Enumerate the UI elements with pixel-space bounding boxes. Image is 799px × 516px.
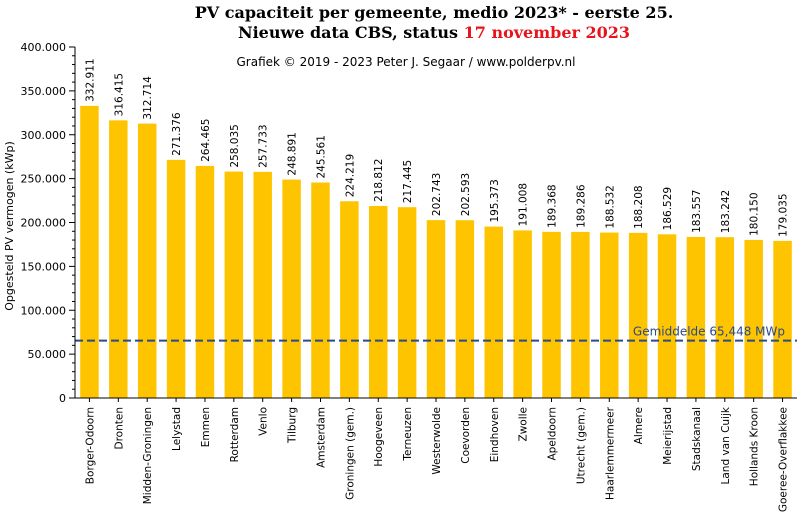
bar <box>253 171 272 398</box>
bar-value-label: 264.465 <box>200 119 212 162</box>
y-tick-label: 100.000 <box>21 304 67 317</box>
x-category-label: Emmen <box>200 407 212 447</box>
x-category-label: Dronten <box>113 407 125 449</box>
bar-value-label: 180.150 <box>749 192 761 235</box>
x-category-label: Meierijstad <box>662 407 674 465</box>
y-tick-label: 150.000 <box>21 260 67 273</box>
x-category-label: Tilburg <box>287 407 299 444</box>
y-axis-label: Opgesteld PV vermogen (kWp) <box>3 141 16 310</box>
bar <box>686 236 706 398</box>
bar-value-label: 183.242 <box>720 190 732 233</box>
bar-value-label: 218.812 <box>373 159 385 202</box>
x-category-label: Eindhoven <box>489 407 501 462</box>
x-category-label: Hollands Kroon <box>749 407 761 486</box>
bar-value-label: 202.743 <box>431 173 443 216</box>
bar-value-label: 188.532 <box>604 185 616 228</box>
y-tick-label: 250.000 <box>21 173 67 186</box>
bar-value-label: 183.557 <box>691 190 703 233</box>
y-tick-label: 400.000 <box>21 41 67 54</box>
bar-value-label: 191.008 <box>518 183 530 226</box>
chart-title-line2: Nieuwe data CBS, status 17 november 2023 <box>238 23 630 42</box>
chart-credit: Grafiek © 2019 - 2023 Peter J. Segaar / … <box>236 55 575 69</box>
x-category-label: Lelystad <box>171 407 183 451</box>
y-tick-label: 200.000 <box>21 217 67 230</box>
bar <box>542 231 561 398</box>
x-category-label: Stadskanaal <box>691 407 703 471</box>
bar-value-label: 189.286 <box>575 184 587 228</box>
bar-value-label: 271.376 <box>171 112 183 156</box>
bar-value-label: 188.208 <box>633 185 645 228</box>
x-category-label: Coevorden <box>460 407 472 464</box>
x-category-label: Rotterdam <box>229 407 241 462</box>
bar-value-label: 312.714 <box>142 76 154 120</box>
bar <box>109 120 128 399</box>
bar <box>340 201 359 398</box>
bar-value-label: 189.368 <box>547 184 559 227</box>
bar <box>368 205 388 398</box>
x-category-label: Haarlemmermeer <box>604 406 616 500</box>
bar-value-label: 245.561 <box>315 135 327 178</box>
bar <box>744 239 763 398</box>
x-category-label: Westerwolde <box>431 407 443 475</box>
x-category-label: Zwolle <box>518 407 530 442</box>
bar <box>224 171 244 398</box>
x-category-label: Terneuzen <box>402 407 414 462</box>
average-label: Gemiddelde 65,448 MWp <box>633 325 785 339</box>
y-tick-label: 300.000 <box>21 129 67 142</box>
x-category-label: Land van Cuijk <box>720 406 732 484</box>
bar-value-label: 316.415 <box>113 73 125 116</box>
y-tick-label: 50.000 <box>28 348 67 361</box>
y-tick-label: 350.000 <box>21 85 67 98</box>
x-category-label: Venlo <box>258 407 270 436</box>
x-category-label: Borger-Odoorn <box>84 407 96 484</box>
bar-value-label: 202.593 <box>460 173 472 216</box>
bar-value-label: 257.733 <box>258 124 270 167</box>
bar <box>657 234 677 398</box>
plot-area: 0 50.000 100.000 150.000 200.000 250.000 300.0… <box>21 41 797 512</box>
bar <box>311 182 330 398</box>
chart-title-prefix: Nieuwe data CBS, status <box>238 23 464 42</box>
chart-title-line1: PV capaciteit per gemeente, medio 2023* … <box>195 3 674 22</box>
bar <box>628 232 648 398</box>
x-category-label: Amsterdam <box>315 407 327 468</box>
bar-value-label: 224.219 <box>344 154 356 197</box>
x-category-label: Goeree-Overflakkee <box>778 407 790 512</box>
x-category-label: Hoogeveen <box>373 407 385 467</box>
y-tick-label: 0 <box>59 392 66 405</box>
x-category-label: Apeldoorn <box>547 407 559 461</box>
bar-value-label: 186.529 <box>662 187 674 230</box>
chart-title-date: 17 november 2023 <box>464 23 630 42</box>
bar <box>773 240 792 398</box>
bar <box>397 207 417 398</box>
x-category-label: Utrecht (gem.) <box>575 407 587 484</box>
x-category-label: Groningen (gem.) <box>344 407 356 500</box>
bar <box>80 105 99 398</box>
bar <box>484 226 504 398</box>
x-category-label: Almere <box>633 407 645 444</box>
bar-value-label: 332.911 <box>84 58 96 101</box>
bar-value-label: 195.373 <box>489 179 501 222</box>
bar <box>513 230 532 398</box>
bar-value-label: 217.445 <box>402 160 414 203</box>
bar <box>282 179 301 398</box>
bar <box>426 220 446 398</box>
bar <box>455 220 475 398</box>
bar <box>571 231 590 398</box>
bar-value-label: 248.891 <box>287 132 299 175</box>
bar-value-label: 179.035 <box>778 193 790 236</box>
x-category-label: Midden-Groningen <box>142 407 154 504</box>
bar <box>166 159 186 398</box>
bar <box>195 165 215 398</box>
bar <box>600 232 619 398</box>
bar-value-label: 258.035 <box>229 124 241 167</box>
bar <box>715 237 735 398</box>
bar <box>137 123 157 398</box>
